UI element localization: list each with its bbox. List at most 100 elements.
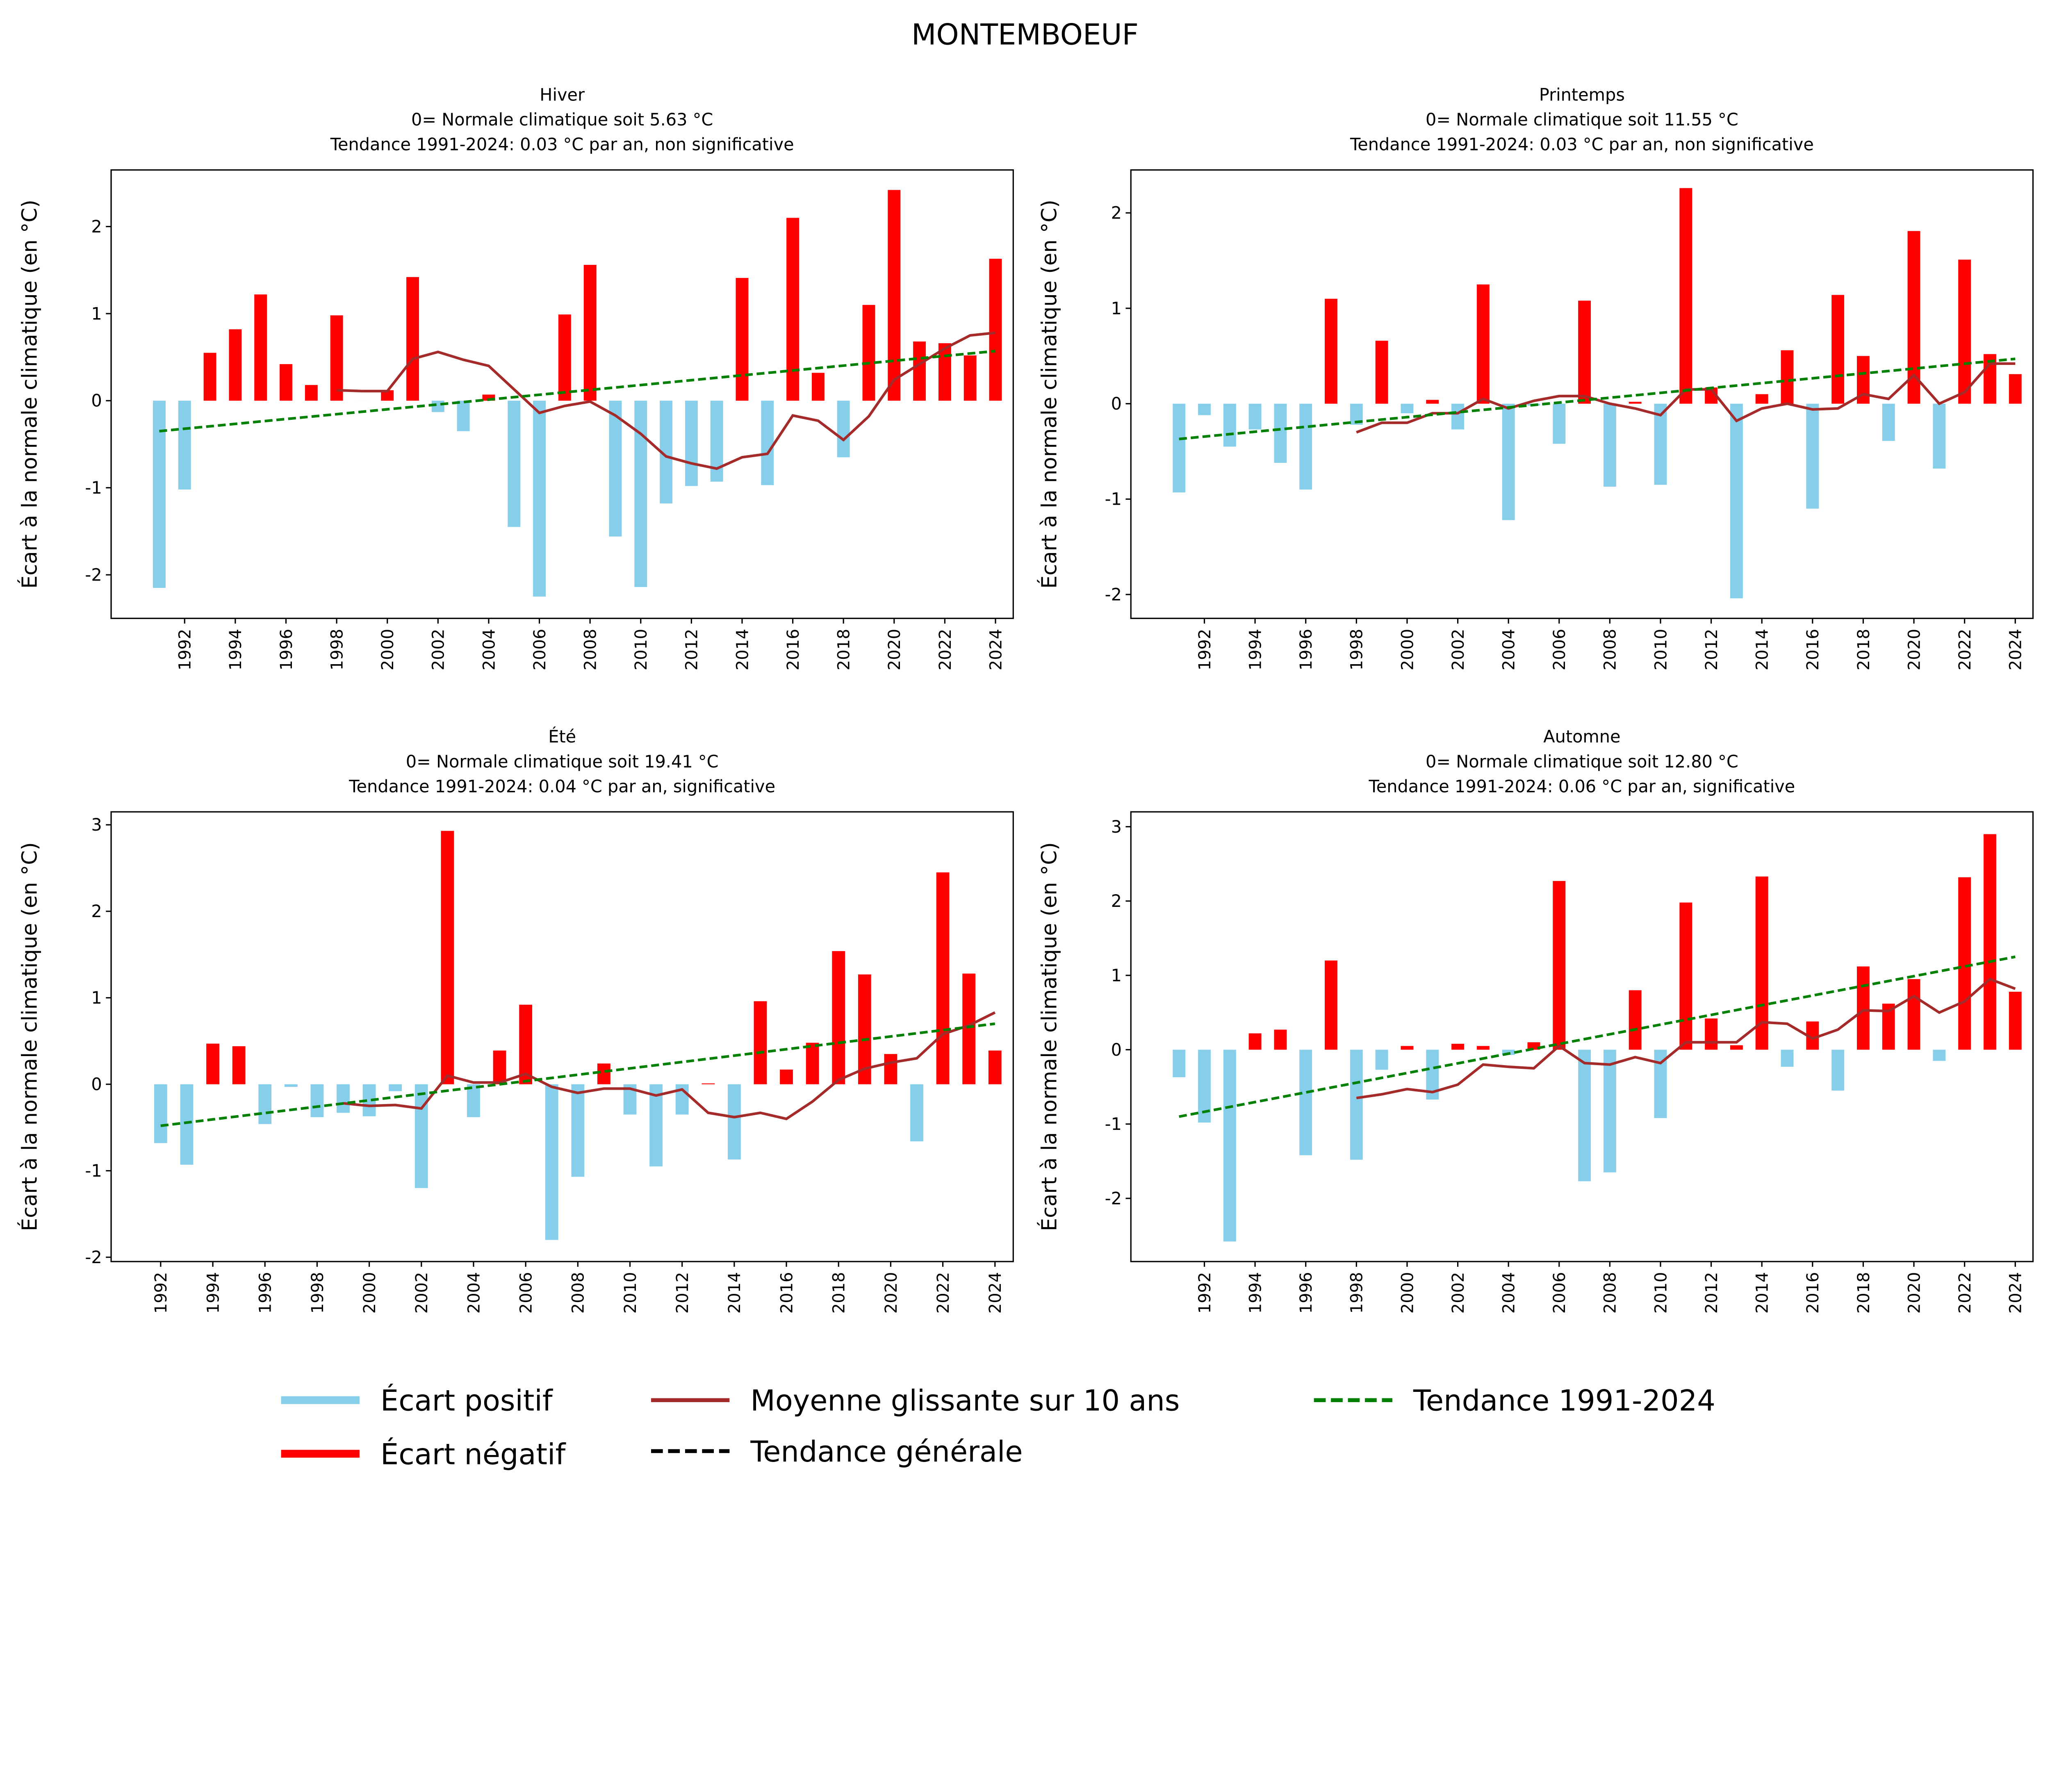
y-tick-label: 2 [91,217,102,237]
legend-item: Écart négatif [281,1437,567,1471]
y-tick-label: 2 [1111,203,1122,223]
bar-1994 [1248,403,1262,430]
bar-2015 [1781,350,1794,404]
axes-frame [110,811,1014,1262]
bar-2008 [583,265,597,401]
axes-frame [110,169,1014,619]
bar-1999 [337,1084,350,1113]
x-tick-label: 2000 [1398,1272,1417,1314]
x-tick-label: 2004 [480,629,499,670]
x-tick-label: 1994 [1246,1272,1265,1314]
bar-2018 [1856,966,1870,1050]
bar-2017 [811,373,825,401]
bar-2008 [571,1084,585,1177]
bar-2006 [1553,881,1566,1050]
y-axis-label: Écart à la normale climatique (en °C) [17,200,42,589]
x-tick-label: 2014 [725,1272,744,1314]
bar-2005 [508,401,521,527]
x-tick-label: 2024 [2007,1272,2025,1314]
x-tick-label: 2020 [1905,1272,1924,1314]
x-tick-label: 2022 [1956,629,1975,670]
bar-1998 [1350,1050,1363,1160]
y-tick-label: 2 [91,902,102,921]
x-tick-label: 1992 [176,629,195,670]
x-tick-label: 2012 [1702,1272,1721,1314]
x-tick-label: 2002 [1449,1272,1468,1314]
subplot-title-line: Tendance 1991-2024: 0.03 °C par an, non … [1350,135,1814,155]
axes-frame [1130,811,2034,1262]
subplot-title-line: 0= Normale climatique soit 19.41 °C [406,752,719,772]
trend-line [160,1022,995,1127]
x-tick-label: 2008 [569,1272,588,1314]
bar-2012 [1705,1018,1718,1050]
bar-2020 [1907,979,1920,1050]
bar-1992 [178,401,191,490]
bar-2019 [858,974,871,1084]
trend-line [1179,357,2016,440]
bar-2011 [1679,188,1692,404]
x-tick-label: 2022 [934,1272,953,1314]
bar-2018 [837,401,850,458]
bar-2009 [1629,402,1642,404]
x-tick-label: 2022 [936,629,955,670]
bar-2003 [1476,1046,1490,1050]
bar-2015 [761,401,774,485]
x-tick-label: 2014 [1753,629,1772,670]
bar-2024 [989,259,1002,401]
bar-1993 [180,1084,194,1165]
y-tick-label: 1 [91,988,102,1008]
bar-1992 [1198,403,1211,415]
x-tick-label: 2024 [2007,629,2025,670]
subplot-printemps: Printemps 0= Normale climatique soit 11.5… [1037,85,2034,670]
x-tick-label: 2004 [465,1272,483,1314]
bar-2011 [649,1084,663,1167]
y-tick-label: 3 [91,815,102,835]
bar-2003 [1476,284,1490,404]
x-tick-label: 2008 [1601,629,1620,670]
x-tick-label: 2006 [531,629,549,670]
x-tick-label: 2012 [1702,629,1721,670]
bar-2000 [1401,403,1414,413]
x-tick-label: 2004 [1500,1272,1519,1314]
bar-2014 [1755,876,1768,1050]
y-axis-label: Écart à la normale climatique (en °C) [1037,200,1062,589]
bar-1997 [305,385,318,401]
legend-item: Tendance 1991-2024 [1314,1384,1715,1418]
bar-2001 [406,277,419,401]
bar-2017 [1831,1050,1845,1091]
legend-label: Tendance générale [750,1435,1023,1469]
bar-2010 [1654,403,1667,485]
bar-2014 [727,1084,741,1160]
y-tick-label: 0 [91,1075,102,1094]
bar-1992 [154,1084,167,1143]
y-tick-label: -2 [1105,585,1122,604]
bar-2023 [1984,834,1996,1050]
bar-1999 [1375,341,1388,404]
legend-item: Tendance générale [651,1435,1023,1469]
bar-2006 [1553,403,1566,444]
x-tick-label: 2010 [632,629,651,670]
bar-2008 [1603,403,1616,487]
x-tick-label: 2016 [784,629,803,670]
subplot-title-line: Tendance 1991-2024: 0.04 °C par an, sign… [348,776,775,796]
bar-2021 [1933,1050,1946,1061]
x-tick-label: 1998 [1348,1272,1367,1314]
x-tick-label: 2006 [517,1272,535,1314]
subplot-automne: Automne 0= Normale climatique soit 12.80 … [1037,727,2034,1314]
legend-item: Moyenne glissante sur 10 ans [651,1384,1180,1418]
bar-1995 [1274,403,1287,463]
bar-2006 [533,401,546,597]
x-tick-label: 2000 [378,629,397,670]
bar-1997 [284,1084,298,1087]
x-tick-label: 2020 [882,1272,901,1314]
rolling-mean-line [343,1011,996,1120]
bar-2000 [1401,1046,1414,1050]
y-tick-label: 2 [1111,891,1122,911]
y-tick-label: 0 [91,391,102,411]
bar-2009 [597,1063,610,1084]
bar-1994 [229,329,242,401]
figure: MONTEMBOEUF Hiver 0= Normale climatique s… [17,18,2034,1471]
bar-2014 [736,278,749,401]
x-tick-label: 2020 [1905,629,1924,670]
bar-1998 [310,1084,324,1117]
